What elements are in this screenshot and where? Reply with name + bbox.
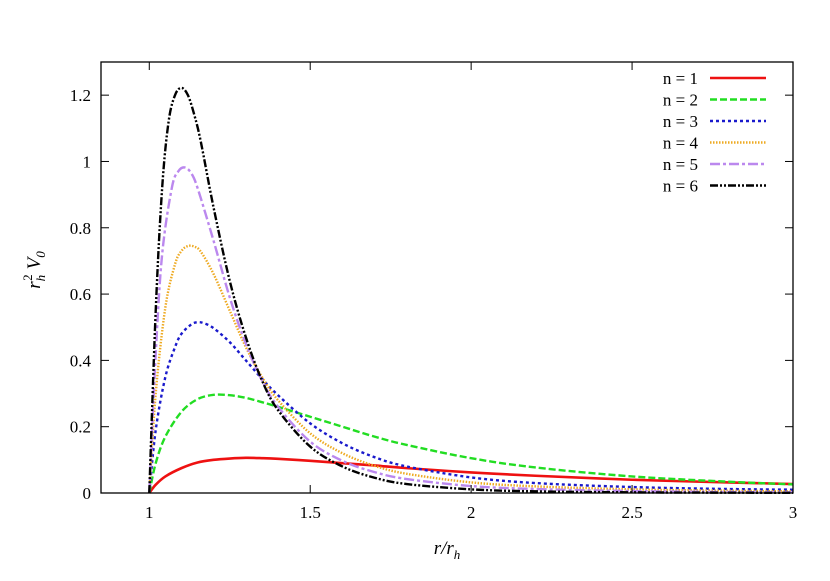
legend-label-n4: n = 4 (663, 134, 699, 153)
legend: n = 1 n = 2 n = 3 n = 4 n = 5 n = 6 (663, 69, 766, 196)
plot-lines (148, 86, 794, 495)
series-line-n3 (148, 320, 794, 494)
series-line-n5 (148, 166, 794, 494)
y-tick-label: 1 (83, 152, 92, 171)
y-tick-label: 0.8 (70, 219, 91, 238)
x-tick-label: 3 (789, 503, 798, 522)
plot-frame (100, 61, 794, 494)
series-line-n2 (148, 393, 794, 494)
axis-ticks (101, 62, 794, 494)
y-tick-label: 0.6 (70, 285, 91, 304)
y-axis-label: rh2V0 (20, 251, 48, 289)
series-line-n6 (148, 86, 794, 495)
legend-label-n6: n = 6 (663, 177, 698, 196)
y-tick-label: 0.4 (70, 351, 92, 370)
x-tick-label: 1 (145, 503, 154, 522)
legend-label-n5: n = 5 (663, 155, 698, 174)
series-line-n1 (148, 456, 794, 494)
series-line-n4 (148, 244, 794, 494)
legend-label-n1: n = 1 (663, 69, 698, 88)
x-axis-label: r/rh (434, 538, 461, 562)
x-tick-label: 2.5 (621, 503, 642, 522)
x-tick-label: 2 (467, 503, 476, 522)
y-tick-label: 0.2 (70, 418, 91, 437)
x-tick-label: 1.5 (300, 503, 321, 522)
legend-label-n2: n = 2 (663, 91, 698, 110)
y-tick-label: 0 (83, 484, 92, 503)
legend-label-n3: n = 3 (663, 112, 698, 131)
tick-labels: 1 1.5 2 2.5 3 0 0.2 0.4 0.6 0.8 1 1.2 (70, 86, 798, 522)
y-tick-label: 1.2 (70, 86, 91, 105)
